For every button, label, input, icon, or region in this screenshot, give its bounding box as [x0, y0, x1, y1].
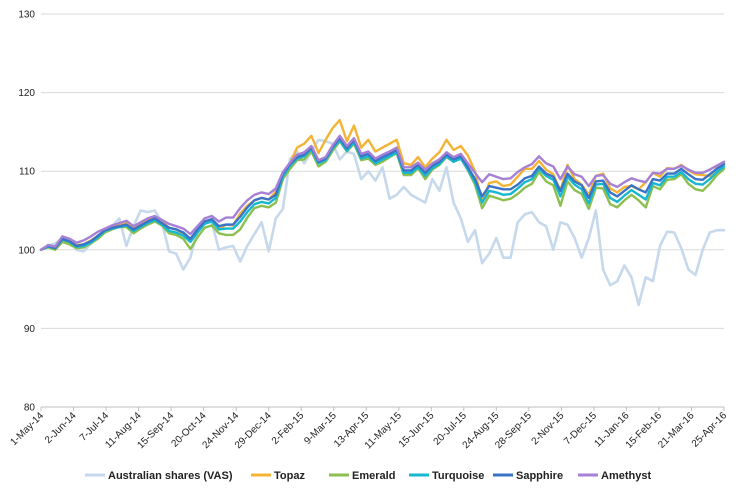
legend: Australian shares (VAS) Topaz Emerald Turqu…: [85, 470, 651, 482]
legend-item: Amethyst: [578, 470, 651, 482]
y-tick-label: 80: [24, 403, 36, 414]
y-tick-label: 130: [18, 10, 35, 21]
x-tick-label: 2-Feb-15: [270, 410, 307, 447]
legend-label: Sapphire: [516, 470, 563, 482]
y-tick-label: 110: [19, 167, 35, 178]
x-tick-label: 1-May-14: [8, 410, 46, 448]
series-lines: [39, 118, 726, 307]
series-line-australian-shares-vas: [39, 138, 726, 307]
legend-label: Turquoise: [432, 470, 484, 482]
y-tick-label: 90: [24, 324, 36, 335]
series-line-sapphire: [39, 136, 726, 252]
y-tick-label: 100: [18, 245, 35, 256]
y-axis: 80 90 100 110 120 130: [18, 10, 35, 414]
gridlines: [41, 13, 724, 408]
y-tick-label: 120: [18, 88, 35, 99]
x-tick-label: 21-Mar-16: [656, 410, 697, 451]
x-tick-label: 2-Jun-14: [43, 410, 79, 446]
legend-label: Topaz: [274, 470, 305, 482]
x-tick-label: 2-Nov-15: [530, 410, 567, 447]
legend-item: Turquoise: [409, 470, 484, 482]
legend-label: Australian shares (VAS): [108, 470, 233, 482]
series-line-amethyst: [39, 134, 726, 252]
legend-label: Amethyst: [601, 470, 651, 482]
x-tick-label: 25-Apr-16: [690, 410, 730, 450]
legend-item: Topaz: [251, 470, 305, 482]
legend-item: Sapphire: [493, 470, 563, 482]
legend-label: Emerald: [352, 470, 395, 482]
x-tick-label: 15-Jun-15: [397, 410, 437, 450]
series-line-turquoise: [39, 139, 726, 252]
series-line-emerald: [39, 140, 726, 252]
legend-item: Australian shares (VAS): [85, 470, 233, 482]
legend-item: Emerald: [329, 470, 395, 482]
x-axis: 1-May-142-Jun-14 7-Jul-1411-Aug-1415-Sep-…: [8, 407, 729, 451]
